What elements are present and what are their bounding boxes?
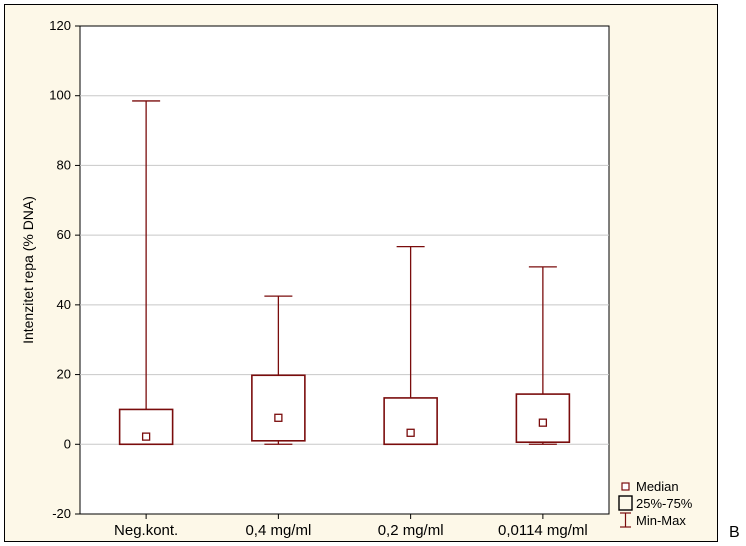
- iqr-box: [251, 374, 306, 442]
- y-tick-label: 40: [57, 297, 71, 312]
- iqr-box: [515, 393, 571, 443]
- y-tick-label: 80: [57, 157, 71, 172]
- panel-letter: B: [729, 524, 740, 541]
- iqr-box: [383, 397, 438, 446]
- legend-median-symbol: [621, 482, 630, 491]
- median-marker: [141, 432, 151, 441]
- legend: Median 25%-75% Min-Max: [618, 479, 693, 528]
- x-axis-categories: Neg.kont. 0,4 mg/ml 0,2 mg/ml 0,0114 mg/ml: [114, 514, 588, 539]
- box-3: [383, 245, 438, 446]
- x-category-label: 0,0114 mg/ml: [498, 522, 588, 539]
- x-category-label: 0,4 mg/ml: [245, 522, 311, 539]
- box-2: [251, 295, 306, 445]
- y-tick-label: 100: [49, 88, 71, 103]
- y-axis-title: Intenzitet repa (% DNA): [20, 196, 36, 344]
- median-marker: [538, 418, 548, 427]
- box-1: [118, 100, 174, 446]
- plot-area: [79, 25, 610, 515]
- legend-entry-label: Median: [636, 479, 679, 494]
- y-tick-label: 20: [57, 367, 71, 382]
- median-marker: [274, 413, 283, 422]
- boxes: [118, 100, 571, 446]
- x-category-label: 0,2 mg/ml: [378, 522, 444, 539]
- x-category-label: Neg.kont.: [114, 522, 178, 539]
- median-marker: [406, 428, 415, 437]
- box-4: [515, 266, 571, 445]
- legend-box-symbol: [618, 495, 633, 511]
- y-tick-label: -20: [52, 506, 71, 521]
- y-axis-ticks: -20 0 20 40 60 80 100 120: [49, 18, 80, 521]
- y-tick-label: 0: [64, 436, 71, 451]
- legend-entry-label: 25%-75%: [636, 496, 693, 511]
- y-tick-label: 120: [49, 18, 71, 33]
- iqr-box: [118, 408, 174, 446]
- y-tick-label: 60: [57, 227, 71, 242]
- legend-entry-label: Min-Max: [636, 513, 686, 528]
